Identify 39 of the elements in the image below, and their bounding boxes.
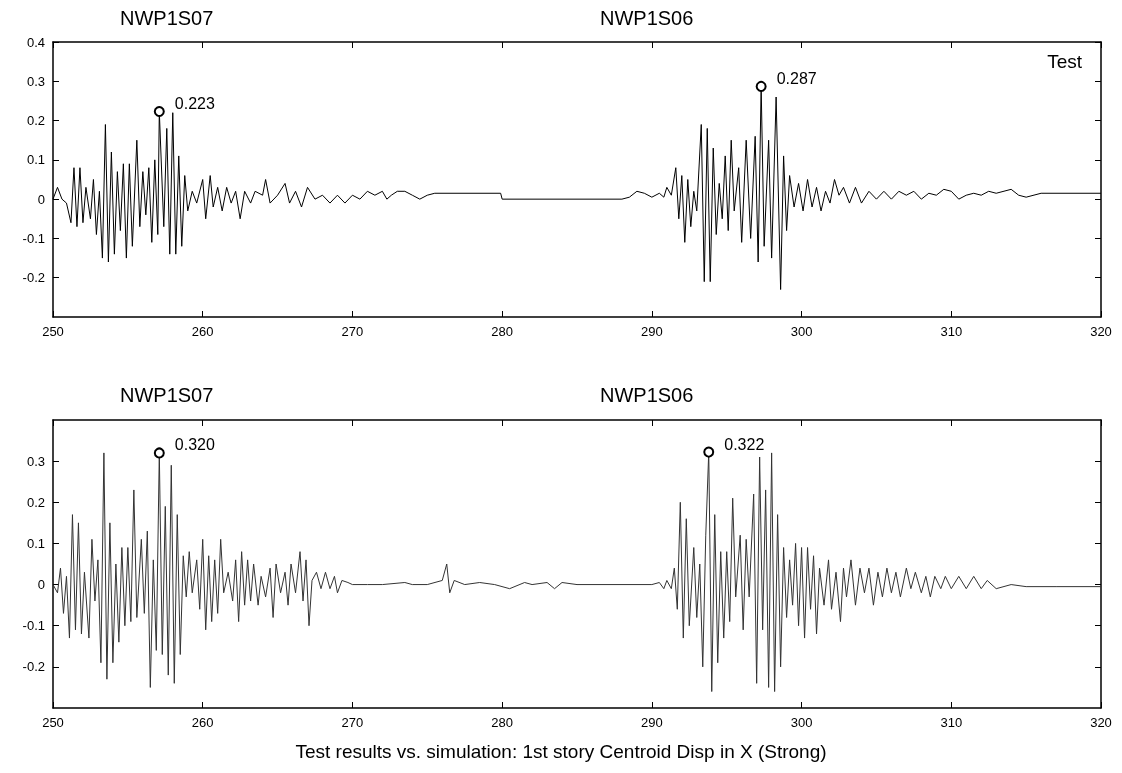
y-tick-label: -0.2	[22, 270, 45, 286]
text: Test results vs. simulation: 1st story Centroid Disp in X (Strong)	[295, 741, 827, 762]
y-tick-label: -0.1	[22, 618, 45, 634]
x-tick-label: 300	[790, 715, 813, 730]
y-tick-label: 0.1	[26, 535, 45, 551]
x-tick-label: 270	[341, 715, 364, 730]
annotation: 0.322	[724, 435, 765, 453]
x-tick-label: 280	[491, 715, 513, 730]
x-tick-label: 280	[491, 324, 513, 339]
text: NWP1S07	[120, 7, 214, 29]
x-tick-label: 310	[940, 324, 963, 339]
x-tick-label: 300	[790, 324, 813, 339]
y-tick-label: 0	[37, 191, 45, 207]
annotation: 0.287	[776, 69, 817, 87]
y-tick-label: 0.4	[26, 34, 45, 50]
x-tick-label: 250	[42, 715, 64, 730]
x-tick-label: 250	[42, 324, 64, 339]
annotation: 0.320	[174, 436, 215, 454]
y-tick-label: -0.1	[22, 230, 45, 246]
annotation: Test	[1047, 51, 1083, 72]
y-tick-label: 0.1	[26, 152, 45, 168]
x-tick-label: 260	[191, 324, 214, 339]
y-tick-label: 0.2	[26, 113, 45, 129]
x-tick-label: 290	[641, 715, 663, 730]
y-tick-label: 0	[37, 577, 45, 593]
x-tick-label: 290	[641, 324, 663, 339]
y-tick-label: 0.3	[26, 453, 45, 469]
x-tick-label: 260	[191, 715, 214, 730]
x-tick-label: 320	[1090, 324, 1112, 339]
x-tick-label: 310	[940, 715, 963, 730]
y-tick-label: 0.3	[26, 73, 45, 89]
text: NWP1S07	[120, 384, 214, 406]
x-tick-label: 320	[1090, 715, 1112, 730]
text: NWP1S06	[600, 7, 694, 29]
annotation: 0.223	[174, 95, 215, 113]
x-tick-label: 270	[341, 324, 364, 339]
y-tick-label: -0.2	[22, 659, 45, 675]
text: NWP1S06	[600, 384, 694, 406]
y-tick-label: 0.2	[26, 494, 45, 510]
